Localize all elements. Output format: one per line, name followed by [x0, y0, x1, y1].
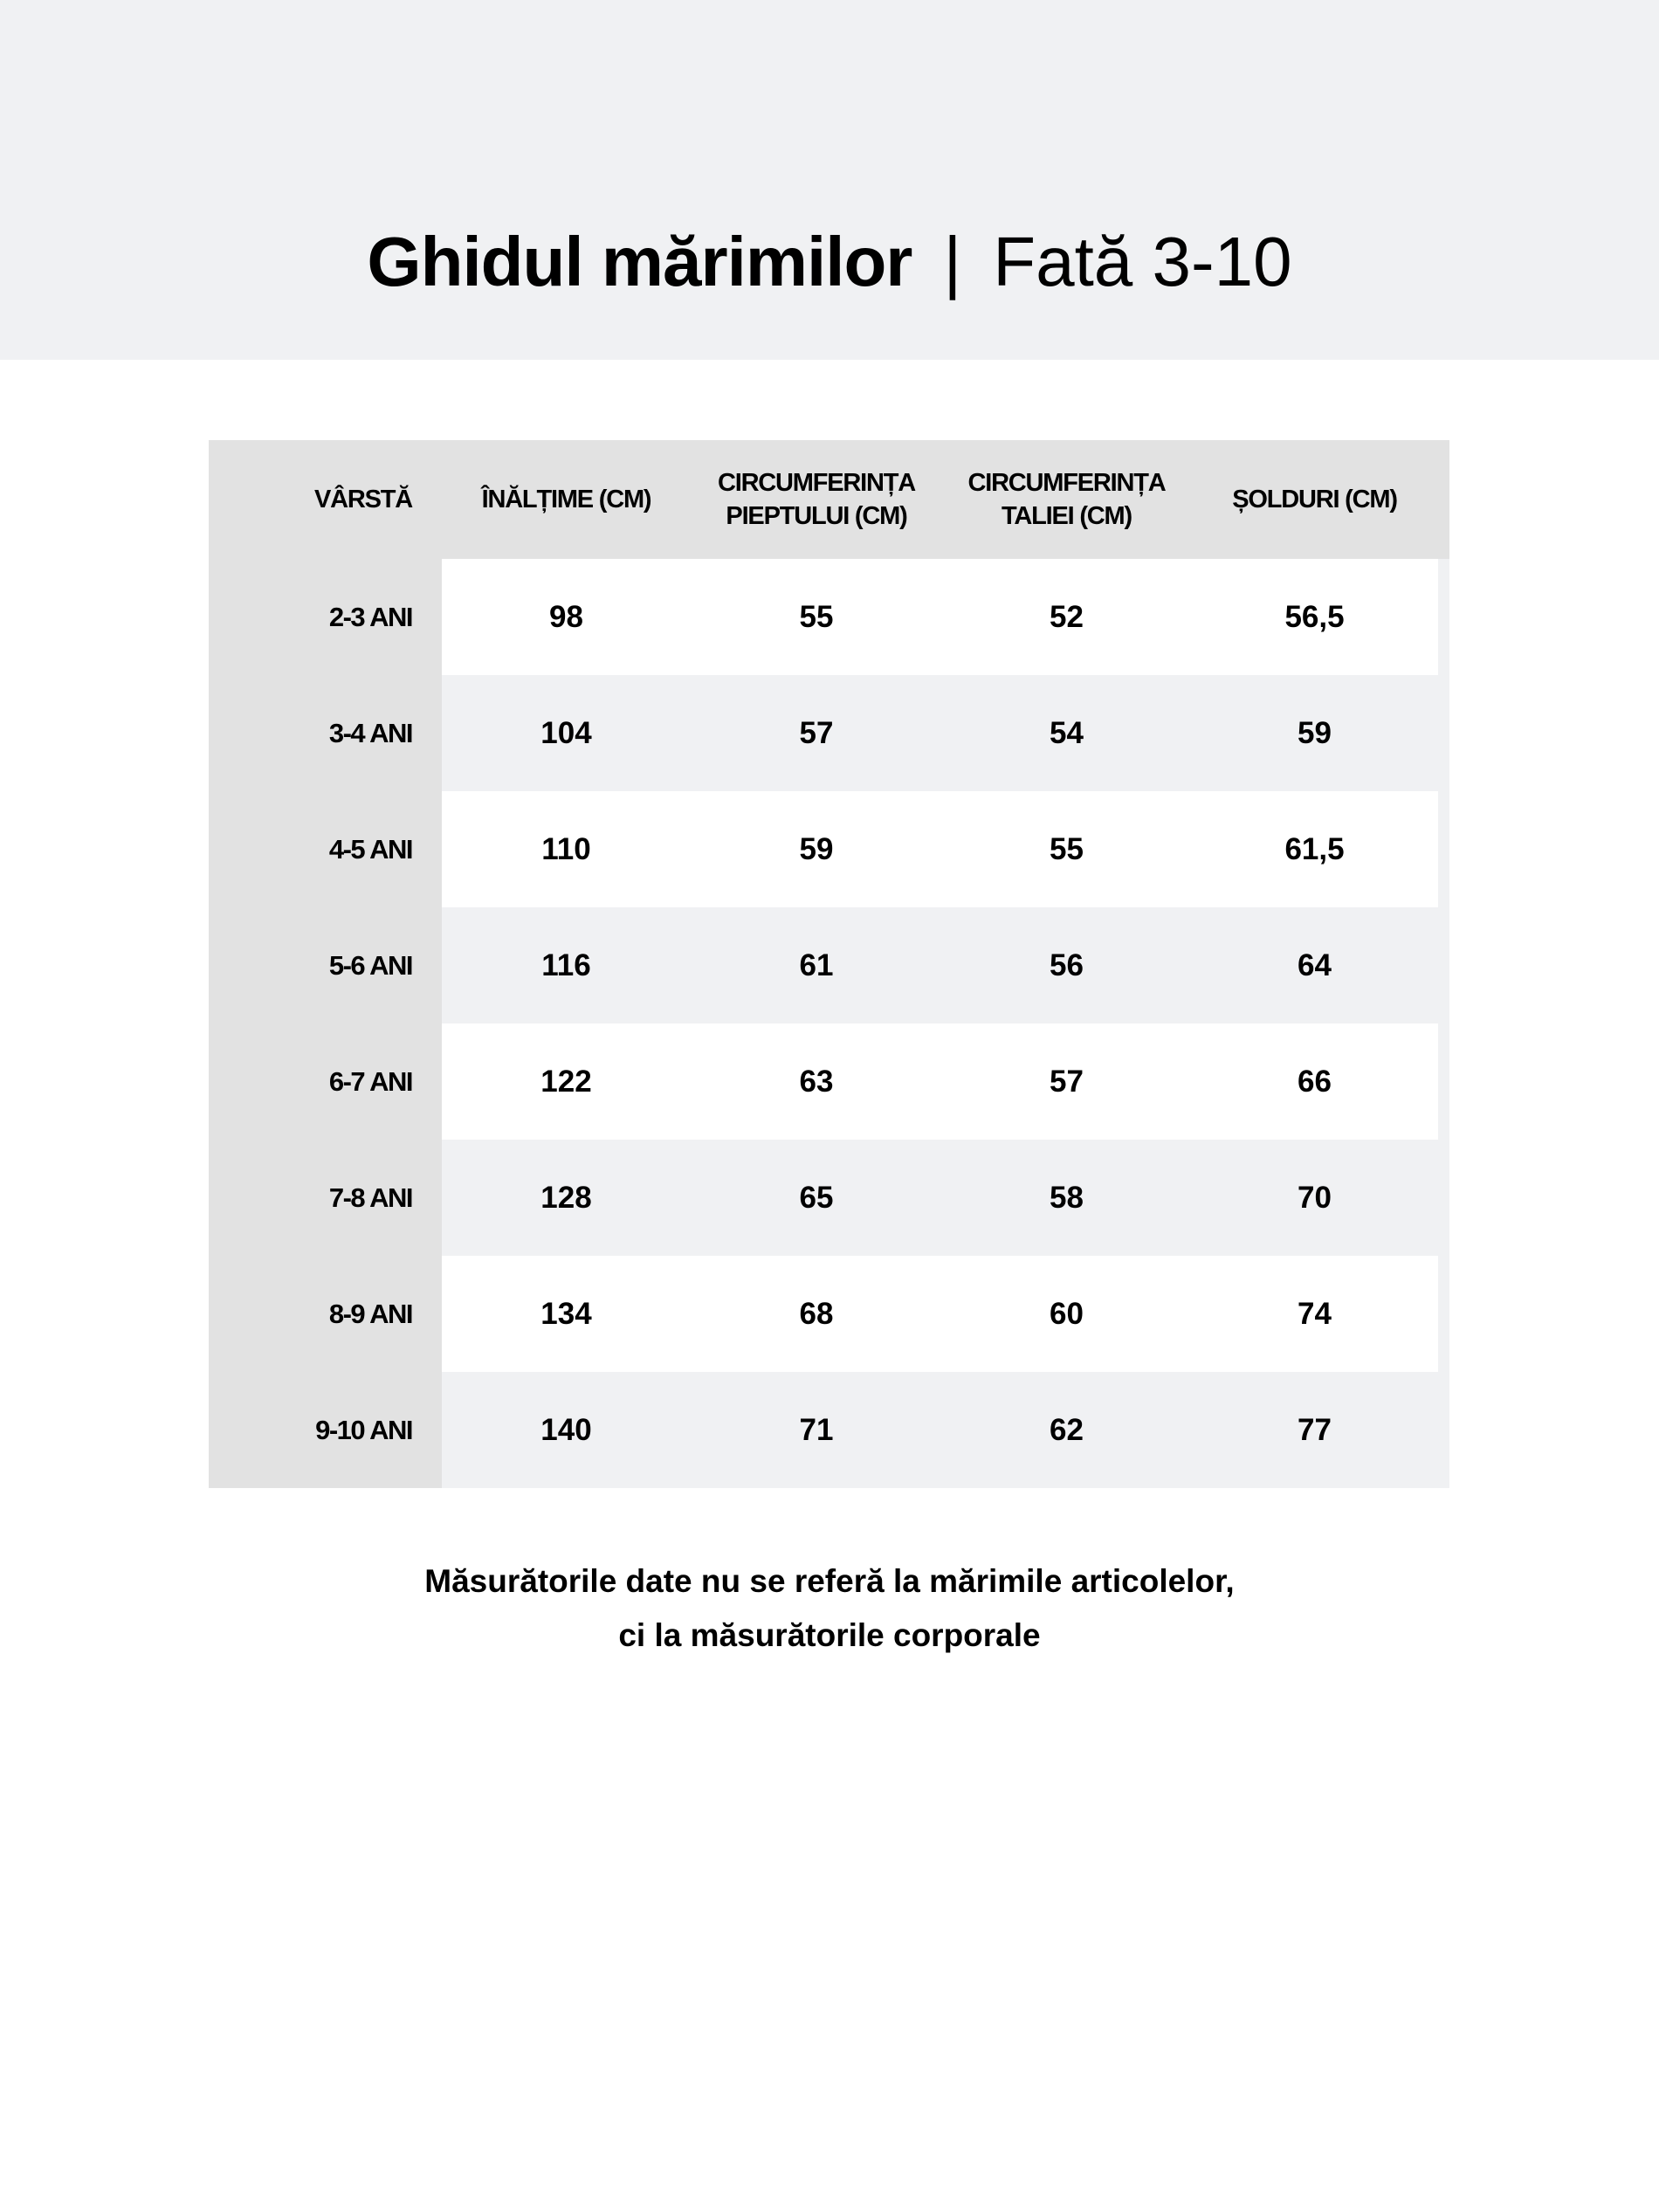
size-table: VÂRSTĂ ÎNĂLȚIME (CM) CIRCUMFERINȚA PIEPTULU… — [209, 440, 1449, 1488]
value-cell: 74 — [1298, 1296, 1332, 1331]
column-header: ÎNĂLȚIME (CM) — [442, 440, 691, 559]
value-cell: 57 — [799, 715, 834, 750]
age-cell: 7-8 ANI — [328, 1182, 414, 1213]
column-header-line: VÂRSTĂ — [313, 486, 413, 513]
value-cell: 116 — [541, 948, 591, 982]
value-cell: 59 — [1298, 715, 1332, 750]
value-cell: 55 — [799, 599, 834, 634]
value-cell: 58 — [1050, 1180, 1084, 1215]
table-row — [442, 791, 1438, 907]
value-cell: 63 — [799, 1064, 834, 1099]
value-cell: 71 — [799, 1412, 834, 1447]
age-cell: 5-6 ANI — [328, 949, 414, 981]
value-cell: 66 — [1298, 1064, 1332, 1099]
age-cell: 6-7 ANI — [328, 1065, 414, 1097]
column-header-line: CIRCUMFERINȚA — [717, 469, 916, 497]
age-cell: 2-3 ANI — [328, 601, 414, 632]
table-header — [209, 440, 1449, 559]
table-row — [442, 559, 1438, 675]
value-cell: 65 — [799, 1180, 834, 1215]
value-cell: 61 — [799, 948, 834, 982]
value-cell: 60 — [1050, 1296, 1084, 1331]
value-cell: 62 — [1050, 1412, 1084, 1447]
footer-line-1: Măsurătorile date nu se referă la mărimi… — [424, 1563, 1235, 1599]
column-header-line: ÎNĂLȚIME (CM) — [481, 486, 652, 513]
value-cell: 56,5 — [1284, 599, 1345, 634]
header-band — [0, 0, 1659, 360]
column-header-line: TALIEI (CM) — [1002, 502, 1132, 530]
footer-line-2: ci la măsurătorile corporale — [618, 1617, 1041, 1653]
age-column-bg — [209, 440, 442, 1488]
value-cell: 98 — [549, 599, 583, 634]
value-cell: 68 — [799, 1296, 834, 1331]
age-cell: 3-4 ANI — [328, 717, 414, 748]
value-cell: 64 — [1298, 948, 1332, 982]
column-header-line: PIEPTULUI (CM) — [726, 502, 907, 530]
table-row — [442, 1256, 1438, 1372]
column-header: VÂRSTĂ — [209, 440, 413, 559]
value-cell: 52 — [1050, 599, 1084, 634]
title-separator: | — [943, 223, 962, 300]
value-cell: 77 — [1298, 1412, 1332, 1447]
value-cell: 55 — [1050, 831, 1084, 866]
age-cell: 9-10 ANI — [315, 1414, 413, 1445]
value-cell: 54 — [1050, 715, 1084, 750]
value-cell: 70 — [1298, 1180, 1332, 1215]
value-cell: 104 — [540, 715, 592, 750]
title-main: Ghidul mărimilor — [367, 223, 912, 300]
column-header: CIRCUMFERINȚA PIEPTULUI (CM) — [691, 440, 942, 559]
value-cell: 57 — [1050, 1064, 1084, 1099]
table-row — [442, 1023, 1438, 1140]
value-cell: 140 — [540, 1412, 592, 1447]
title-subtitle: Fată 3-10 — [993, 223, 1292, 300]
value-cell: 61,5 — [1284, 831, 1345, 866]
value-cell: 110 — [541, 831, 591, 866]
value-cell: 56 — [1050, 948, 1084, 982]
value-cell: 128 — [540, 1180, 592, 1215]
column-header: CIRCUMFERINȚA TALIEI (CM) — [942, 440, 1191, 559]
value-cell: 134 — [540, 1296, 592, 1331]
age-cell: 8-9 ANI — [328, 1298, 414, 1329]
value-cell: 59 — [799, 831, 834, 866]
age-cell: 4-5 ANI — [328, 833, 414, 865]
column-header-line: ȘOLDURI (CM) — [1232, 486, 1398, 513]
column-header: ȘOLDURI (CM) — [1191, 440, 1438, 559]
column-header-line: CIRCUMFERINȚA — [967, 469, 1166, 497]
footer-note: Măsurătorile date nu se referă la mărimi… — [0, 1554, 1659, 1663]
value-cell: 122 — [540, 1064, 592, 1099]
page-title: Ghidul mărimilor | Fată 3-10 — [0, 218, 1659, 306]
